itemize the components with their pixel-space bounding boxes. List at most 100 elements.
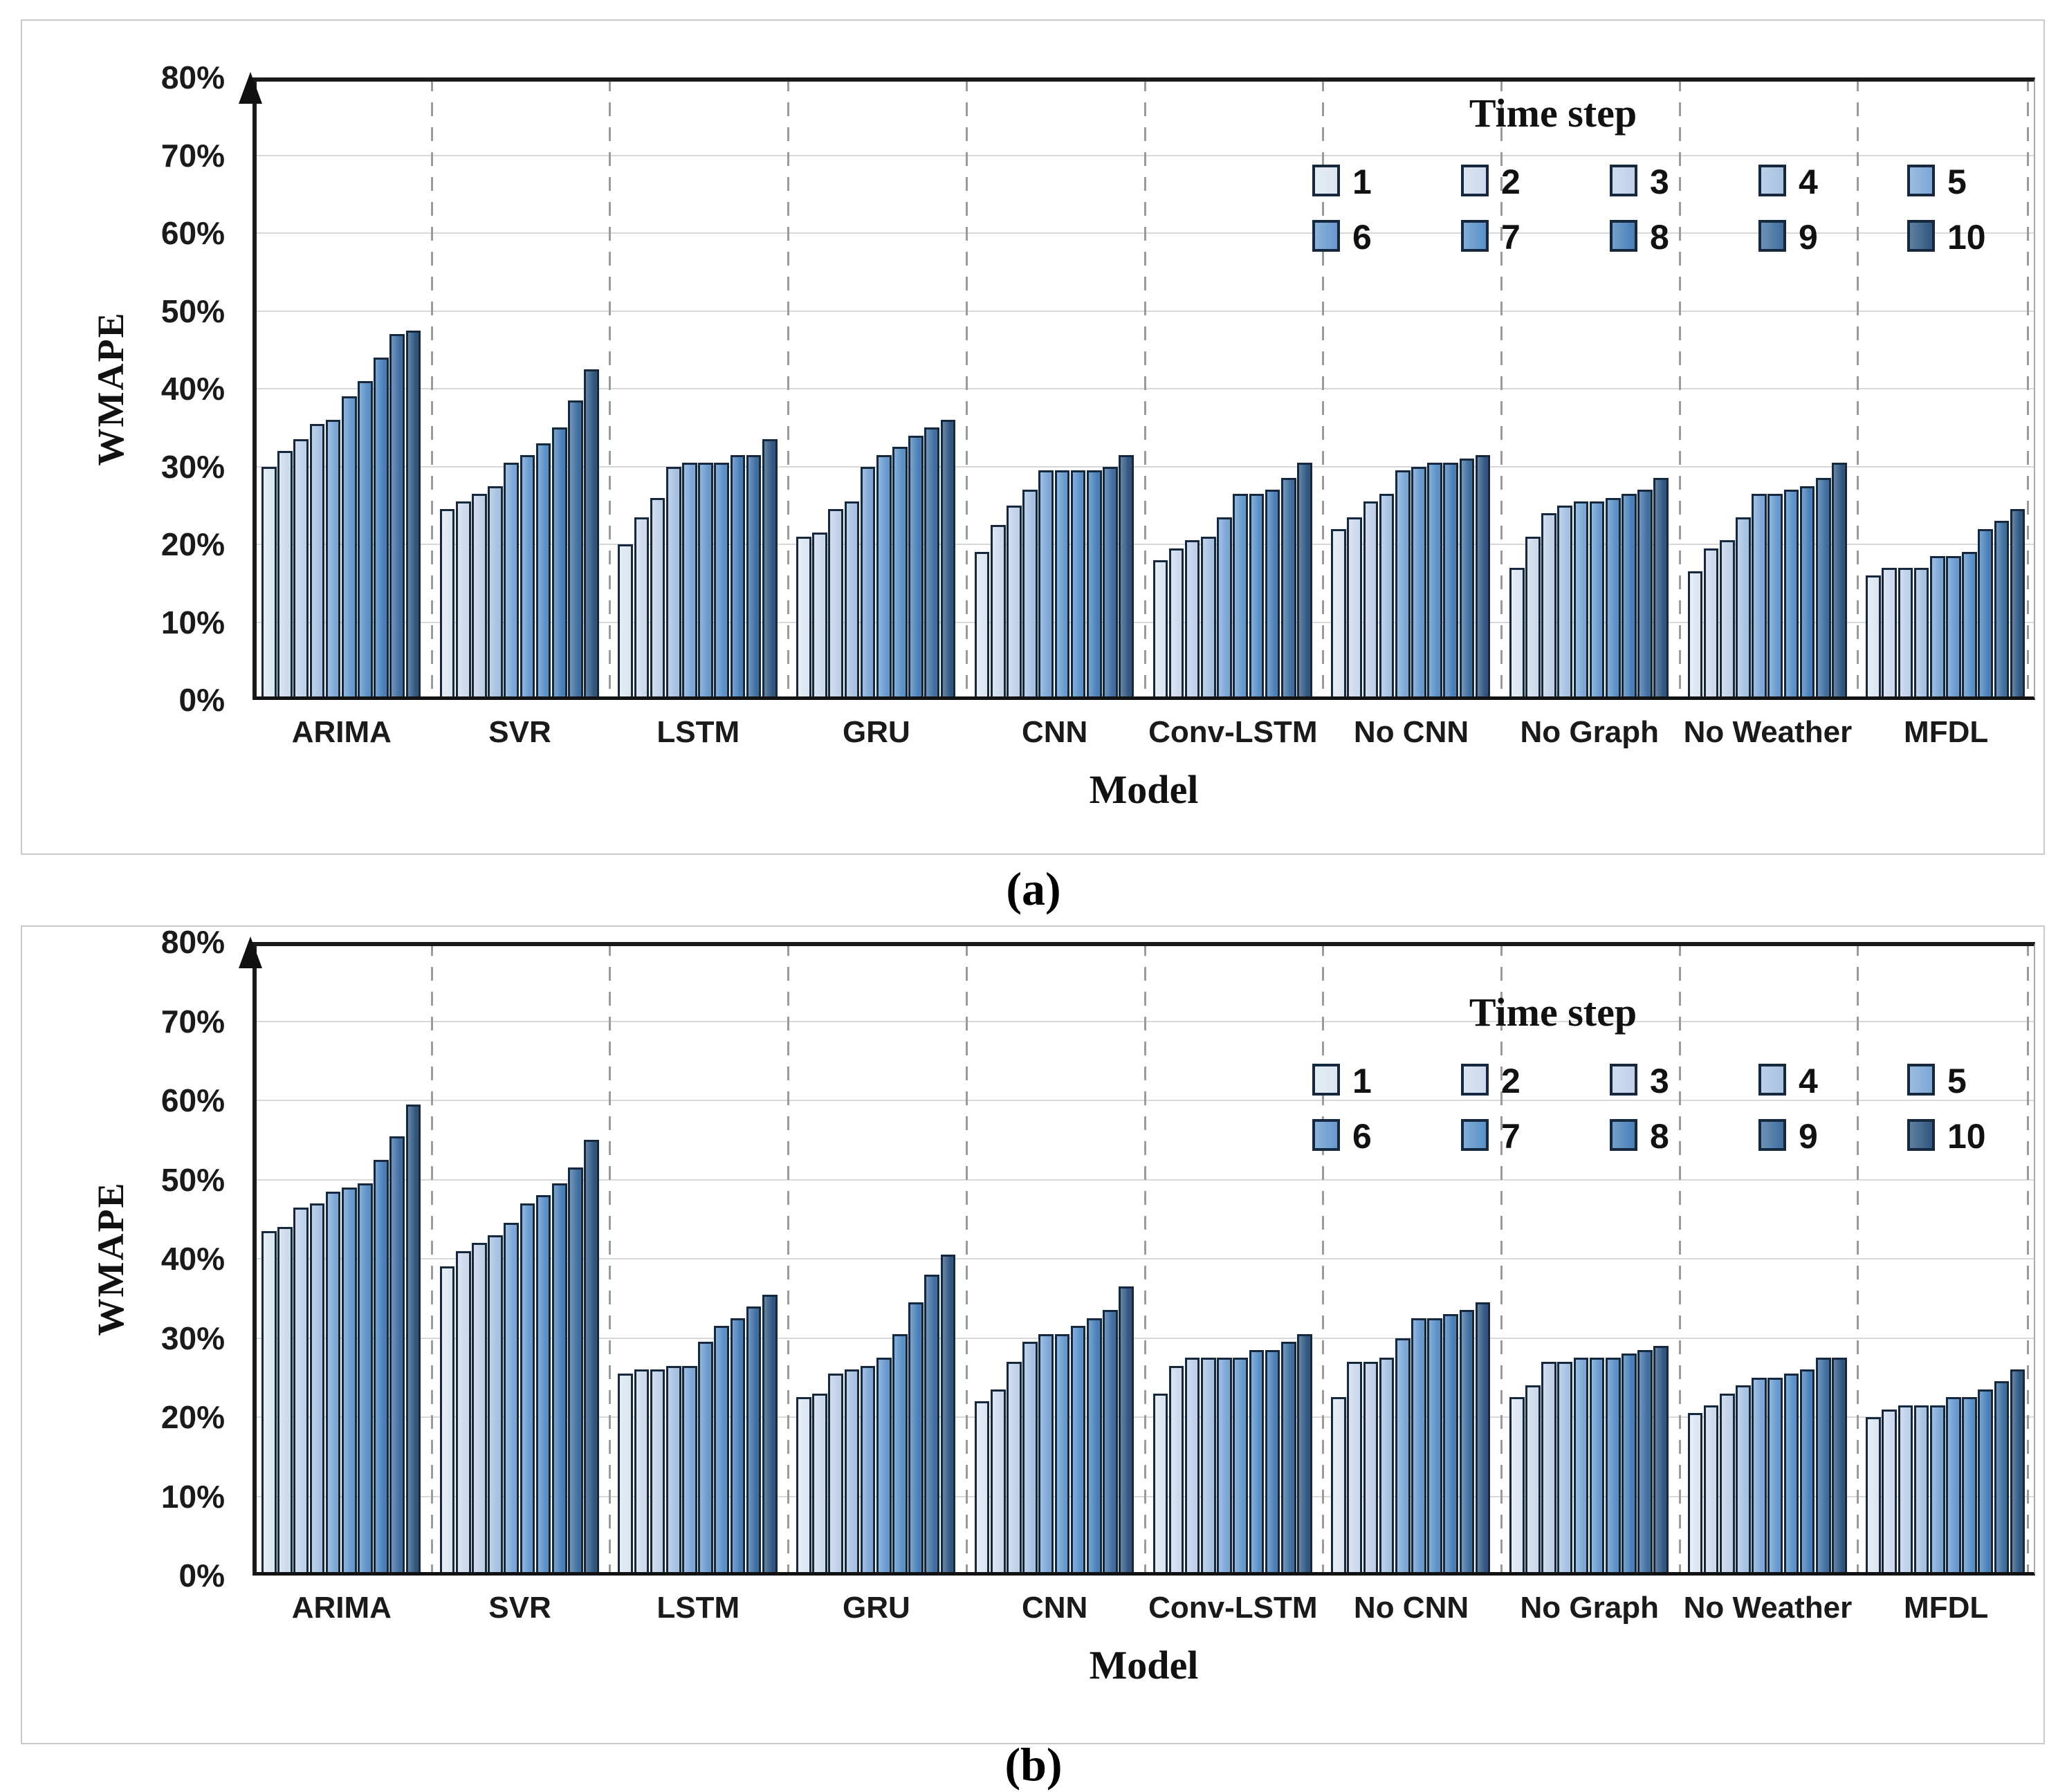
bar-LSTM-step-8: [730, 1318, 746, 1576]
y-tick-label: 40%: [160, 1241, 225, 1277]
legend-swatch-step-9: [1758, 1119, 1786, 1151]
bar-No Weather-step-6: [1767, 1377, 1783, 1576]
legend-swatch-step-6: [1312, 220, 1340, 252]
y-tick-label: 80%: [160, 924, 225, 960]
bar-No Graph-step-3: [1541, 1361, 1556, 1576]
bar-SVR-step-10: [584, 369, 599, 700]
bar-No Weather-step-2: [1703, 1405, 1719, 1576]
bar-MFDL-step-1: [1866, 575, 1881, 700]
bar-ARIMA-step-10: [405, 330, 421, 700]
bar-MFDL-step-4: [1913, 1405, 1929, 1576]
bar-ARIMA-step-9: [389, 1136, 405, 1576]
group-separator: [1678, 77, 1681, 700]
y-tick-label: 0%: [178, 1558, 225, 1594]
bar-No Weather-step-10: [1832, 462, 1847, 700]
legend-swatch-step-8: [1610, 220, 1637, 252]
bar-LSTM-step-10: [762, 439, 778, 700]
bar-GRU-step-10: [940, 420, 956, 700]
bar-MFDL-step-1: [1866, 1417, 1881, 1576]
bar-No Weather-step-8: [1799, 1369, 1815, 1576]
legend-entry-step-8: 8: [1610, 214, 1748, 263]
y-tick-label: 50%: [160, 293, 225, 329]
bar-ARIMA-step-5: [325, 420, 341, 700]
bar-GRU-step-8: [908, 1302, 924, 1576]
bar-ARIMA-step-9: [389, 334, 405, 700]
bar-Conv-LSTM-step-6: [1233, 1358, 1248, 1576]
x-tick-label-No Graph: No Graph: [1520, 715, 1659, 749]
bar-No CNN-step-8: [1443, 1314, 1459, 1576]
bar-No Graph-step-10: [1653, 1345, 1669, 1576]
bar-No CNN-step-9: [1459, 1310, 1475, 1576]
bar-ARIMA-step-3: [293, 1207, 309, 1576]
bar-No Graph-step-7: [1605, 497, 1621, 700]
legend-label-step-3: 3: [1650, 1062, 1669, 1100]
bar-LSTM-step-4: [665, 466, 681, 700]
bar-No Graph-step-9: [1637, 1349, 1653, 1576]
group-separator: [1857, 942, 1859, 1576]
bar-No Graph-step-4: [1557, 505, 1573, 700]
bar-No CNN-step-10: [1475, 1302, 1491, 1576]
bar-SVR-step-9: [568, 1167, 583, 1576]
bar-SVR-step-5: [504, 462, 520, 700]
legend-entry-step-3: 3: [1610, 159, 1748, 207]
bar-ARIMA-step-6: [341, 1187, 357, 1576]
legend-entry-step-1: 1: [1312, 1058, 1451, 1107]
bar-CNN-step-8: [1086, 1318, 1102, 1576]
bar-Conv-LSTM-step-6: [1233, 493, 1248, 700]
legend-label-step-5: 5: [1947, 1062, 1967, 1100]
bar-Conv-LSTM-step-10: [1297, 1333, 1312, 1576]
bar-LSTM-step-8: [730, 454, 746, 700]
bar-No Weather-step-5: [1752, 1377, 1767, 1576]
bar-GRU-step-5: [860, 466, 876, 700]
group-separator: [965, 77, 968, 700]
bar-Conv-LSTM-step-2: [1168, 1365, 1184, 1576]
bar-No CNN-step-8: [1443, 462, 1459, 700]
legend: Time step 1 2 3 4 5 6 7 8 9 10: [1290, 90, 2023, 270]
y-tick-label: 20%: [160, 1399, 225, 1435]
bar-No Graph-step-2: [1525, 1385, 1541, 1576]
bar-LSTM-step-6: [698, 462, 713, 700]
x-tick-label-ARIMA: ARIMA: [291, 715, 392, 749]
bar-ARIMA-step-2: [277, 1227, 293, 1576]
bar-SVR-step-1: [439, 509, 455, 700]
bar-SVR-step-7: [535, 443, 551, 700]
legend-entry-step-10: 10: [1907, 214, 2046, 263]
bar-SVR-step-6: [520, 1203, 535, 1576]
bar-ARIMA-step-4: [309, 1203, 325, 1576]
bar-SVR-step-4: [488, 1235, 503, 1576]
bar-ARIMA-step-7: [358, 380, 373, 700]
bar-No CNN-step-3: [1363, 501, 1379, 700]
y-tick-label: 60%: [160, 1082, 225, 1118]
bar-Conv-LSTM-step-1: [1152, 560, 1168, 700]
legend-label-step-8: 8: [1650, 1117, 1669, 1156]
legend-entry-step-5: 5: [1907, 1058, 2046, 1107]
group-separator: [1322, 77, 1325, 700]
x-tick-label-No Weather: No Weather: [1683, 1591, 1853, 1625]
legend-label-step-5: 5: [1947, 163, 1967, 201]
bar-GRU-step-10: [940, 1255, 956, 1576]
bar-SVR-step-6: [520, 454, 535, 700]
x-tick-label-MFDL: MFDL: [1904, 1591, 1989, 1625]
bar-CNN-step-3: [1007, 1361, 1022, 1576]
bar-No Graph-step-6: [1589, 1358, 1605, 1576]
bar-Conv-LSTM-step-4: [1201, 1358, 1216, 1576]
legend-swatch-step-10: [1907, 220, 1935, 252]
bar-No Weather-step-7: [1783, 490, 1799, 700]
bar-GRU-step-7: [892, 447, 908, 700]
x-tick-label-No CNN: No CNN: [1353, 715, 1469, 749]
bar-CNN-step-7: [1070, 470, 1086, 700]
legend-label-step-2: 2: [1501, 163, 1521, 201]
bar-GRU-step-6: [876, 454, 892, 700]
bar-CNN-step-5: [1038, 1333, 1054, 1576]
group-separator: [1143, 942, 1146, 1576]
bar-GRU-step-3: [828, 1374, 844, 1576]
legend-swatch-step-9: [1758, 220, 1786, 252]
y-tick-label: 10%: [160, 604, 225, 640]
bar-No Graph-step-9: [1637, 490, 1653, 700]
legend-swatch-step-3: [1610, 1064, 1637, 1096]
legend-title: Time step: [1469, 91, 1637, 136]
bar-No CNN-step-6: [1411, 1318, 1426, 1576]
legend-label-step-9: 9: [1799, 1117, 1818, 1156]
legend-entry-step-4: 4: [1758, 159, 1897, 207]
bar-SVR-step-5: [504, 1223, 520, 1576]
